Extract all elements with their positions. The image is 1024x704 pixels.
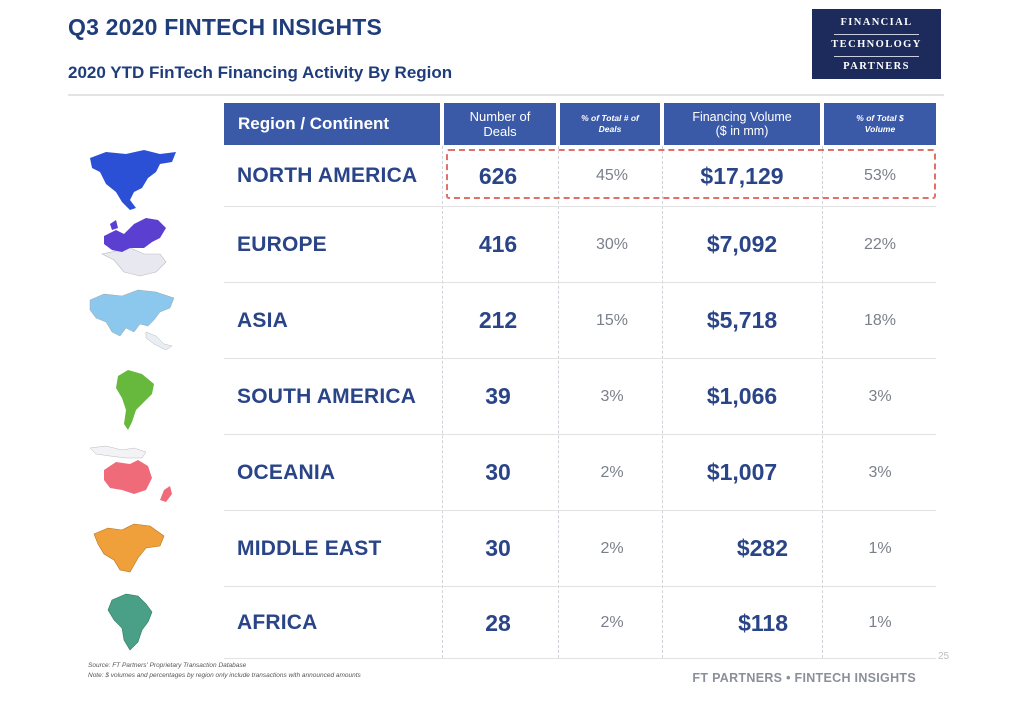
volume-share: 1% [868, 614, 892, 631]
volume-share: 1% [868, 539, 892, 557]
north-america-map-icon [90, 150, 176, 210]
row-divider [224, 510, 936, 511]
table-bottom-rule [224, 658, 936, 659]
column-divider [442, 146, 443, 658]
logo-divider [834, 56, 919, 57]
header-region-label: Region / Continent [238, 114, 390, 133]
logo-divider [834, 34, 919, 35]
financing-volume: $1,007 [706, 459, 778, 485]
region-name: NORTH AMERICA [237, 164, 418, 187]
region-name: EUROPE [237, 232, 327, 256]
table-row: OCEANIA 30 2% $1,007 3% [224, 435, 936, 510]
table-row: ASIA 212 15% $5,718 18% [224, 283, 936, 358]
column-divider [822, 146, 823, 658]
row-divider [224, 586, 936, 587]
row-divider [224, 282, 936, 283]
financing-volume: $5,718 [706, 307, 778, 333]
table-row: NORTH AMERICA 626 45% $17,129 53% [224, 146, 936, 206]
page-subtitle: 2020 YTD FinTech Financing Activity By R… [68, 63, 453, 82]
financing-volume: $17,129 [700, 162, 784, 189]
header-pct-volume: % of Total $ Volume [824, 103, 936, 145]
page-title: Q3 2020 FINTECH INSIGHTS [68, 14, 383, 40]
ft-partners-logo: FINANCIAL TECHNOLOGY PARTNERS [812, 9, 941, 79]
column-divider [558, 146, 559, 658]
volume-share: 3% [868, 463, 892, 481]
region-name: OCEANIA [237, 460, 336, 484]
header-region: Region / Continent [224, 103, 440, 145]
region-name: ASIA [237, 308, 288, 332]
volume-share: 22% [863, 235, 897, 253]
volume-share: 3% [868, 387, 892, 405]
deal-share: 45% [595, 167, 629, 184]
logo-line-3: PARTNERS [843, 61, 910, 72]
north-america-highlight [446, 149, 936, 199]
region-name: SOUTH AMERICA [237, 384, 417, 408]
header-deals-line-1: Number of [469, 109, 531, 124]
column-divider [662, 146, 663, 658]
deal-count: 626 [478, 162, 518, 189]
europe-map-icon [101, 218, 167, 277]
header-pct-volume-line-1: % of Total $ [856, 113, 904, 123]
header-pct-deals-line-2: Deals [598, 124, 622, 134]
page-number: 25 [938, 651, 950, 662]
row-divider [224, 206, 936, 207]
header-pct-deals-line-1: % of Total # of [581, 113, 639, 123]
note-footnote: Note: $ volumes and percentages by regio… [88, 672, 361, 679]
volume-share: 18% [863, 311, 897, 329]
middle-east-map-icon [93, 523, 165, 573]
deal-share: 2% [600, 539, 624, 557]
africa-map-icon [107, 593, 153, 651]
region-name: AFRICA [237, 611, 318, 634]
deal-count: 212 [478, 307, 518, 333]
header-deals: Number of Deals [444, 103, 556, 145]
table-row: AFRICA 28 2% $118 1% [224, 587, 936, 659]
deal-count: 39 [485, 383, 511, 409]
header-volume-line-2: ($ in mm) [715, 124, 769, 138]
header-pct-deals: % of Total # of Deals [560, 103, 660, 145]
oceania-map-icon [89, 445, 172, 502]
row-divider [224, 358, 936, 359]
table-row: MIDDLE EAST 30 2% $282 1% [224, 511, 936, 586]
deal-count: 30 [485, 459, 511, 485]
source-footnote: Source: FT Partners' Proprietary Transac… [88, 662, 247, 669]
deal-share: 30% [595, 235, 629, 253]
table-row: EUROPE 416 30% $7,092 22% [224, 207, 936, 282]
deal-share: 2% [600, 463, 624, 481]
region-name: MIDDLE EAST [237, 536, 382, 560]
asia-map-icon [89, 289, 175, 351]
financing-volume: $1,066 [706, 383, 778, 409]
deal-share: 15% [595, 311, 629, 329]
header-pct-volume-line-2: Volume [864, 124, 896, 134]
table-row: SOUTH AMERICA 39 3% $1,066 3% [224, 359, 936, 434]
logo-line-2: TECHNOLOGY [831, 39, 922, 50]
header-deals-line-2: Deals [483, 124, 517, 139]
row-divider [224, 434, 936, 435]
financing-volume: $7,092 [706, 231, 778, 257]
deal-share: 3% [600, 387, 624, 405]
title-divider [68, 94, 944, 96]
deal-count: 28 [485, 609, 511, 636]
financing-volume: $118 [738, 609, 788, 636]
deal-count: 416 [478, 231, 518, 257]
deal-share: 2% [600, 614, 624, 631]
south-america-map-icon [116, 370, 154, 430]
volume-share: 53% [863, 167, 897, 184]
header-volume: Financing Volume ($ in mm) [664, 103, 820, 145]
header-volume-line-1: Financing Volume [692, 110, 792, 124]
logo-line-1: FINANCIAL [840, 17, 913, 28]
financing-volume: $282 [736, 535, 788, 561]
footer-brand: FT PARTNERS • FINTECH INSIGHTS [692, 671, 916, 685]
deal-count: 30 [485, 535, 511, 561]
